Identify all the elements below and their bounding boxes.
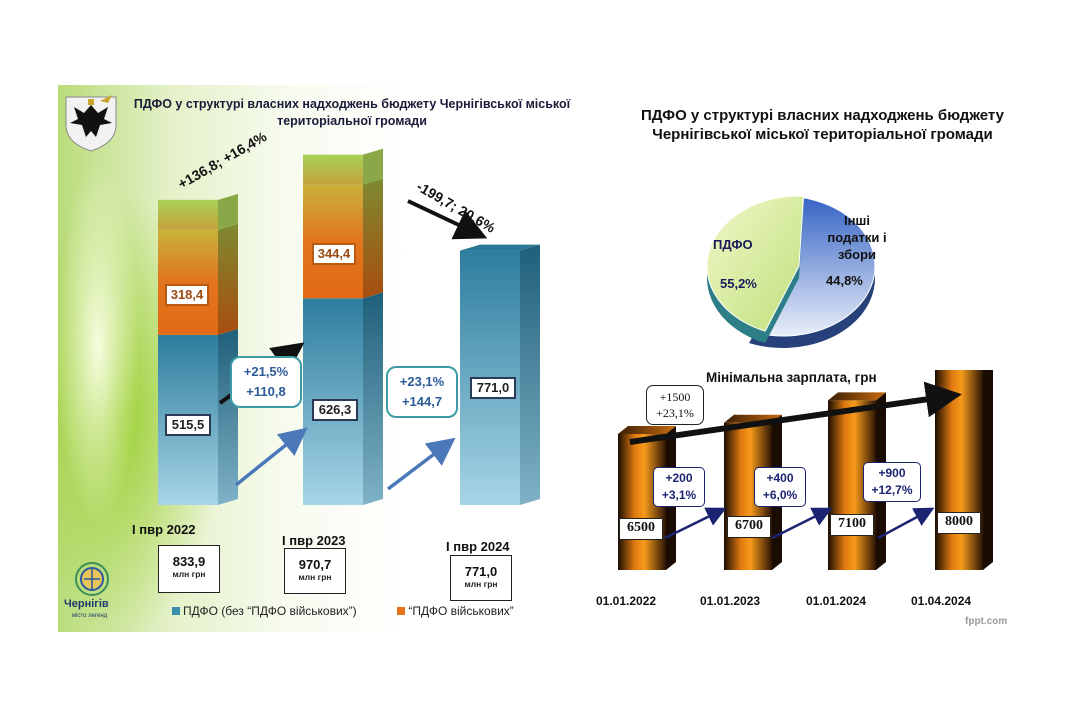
legend-item-military: “ПДФО військових” xyxy=(397,604,514,618)
min-wage-total-increase: +1500 +23,1% xyxy=(646,385,704,425)
coat-of-arms-icon xyxy=(65,95,117,152)
wage-increase-1: +200 +3,1% xyxy=(653,467,705,507)
legend-swatch-base xyxy=(172,607,180,615)
bar-military-1 xyxy=(303,184,363,299)
bar-base-side-0 xyxy=(218,328,238,505)
wage-bar-side-3 xyxy=(983,370,993,570)
bar-cap-1 xyxy=(303,154,363,185)
total-box-2023: 970,7 млн грн xyxy=(284,548,346,594)
period-label-2023: І пвр 2023 xyxy=(282,533,346,548)
wage-bar-top-2 xyxy=(828,392,886,401)
pie-label-ndfl: ПДФО xyxy=(713,237,753,252)
bar-cap-side-1 xyxy=(363,148,383,185)
wage-value-2024-apr: 8000 xyxy=(937,512,981,534)
bar-military-0 xyxy=(158,229,218,335)
bar-cap-0 xyxy=(158,199,218,230)
wage-value-2023: 6700 xyxy=(727,516,771,538)
date-label-2: 01.01.2023 xyxy=(700,594,761,608)
right-chart-title: ПДФО у структурі власних надходжень бюдж… xyxy=(641,107,1004,143)
min-wage-title: Мінімальна зарплата, грн xyxy=(706,370,877,385)
bar-base-side-2 xyxy=(520,244,540,505)
wage-increase-3: +900 +12,7% xyxy=(863,462,921,502)
growth-box-2023: +21,5% +110,8 xyxy=(230,356,302,408)
left-chart-title: ПДФО у структурі власних надходжень бюдж… xyxy=(133,97,571,128)
bar-military-side-0 xyxy=(218,223,238,335)
date-label-1: 01.01.2022 xyxy=(596,594,657,608)
wage-bar-top-0 xyxy=(618,426,676,434)
wage-arrow-2 xyxy=(771,507,833,540)
watermark: fppt.com xyxy=(965,616,1008,627)
period-label-2022: І пвр 2022 xyxy=(132,522,196,537)
city-logo-icon xyxy=(75,562,109,596)
min-wage-trend-arrow xyxy=(629,381,962,445)
wage-increase-2: +400 +6,0% xyxy=(754,467,806,507)
pie-value-other: 44,8% xyxy=(826,273,863,288)
period-label-2024: І пвр 2024 xyxy=(446,539,510,554)
base-value-2022: 515,5 xyxy=(165,414,211,436)
military-value-2022: 318,4 xyxy=(165,284,209,306)
total-box-2024: 771,0 млн грн xyxy=(450,555,512,601)
growth-box-2024: +23,1% +144,7 xyxy=(386,366,458,418)
pie-slice-1 xyxy=(706,195,805,332)
bar-base-side-1 xyxy=(363,292,383,505)
pie-value-ndfl: 55,2% xyxy=(720,276,757,291)
date-label-4: 01.04.2024 xyxy=(911,594,972,608)
military-value-2023: 344,4 xyxy=(312,243,356,265)
bar-cap-side-0 xyxy=(218,193,238,230)
wage-arrow-1 xyxy=(664,507,727,540)
city-logo-text: Чернігів xyxy=(64,598,109,610)
wage-arrow-3 xyxy=(877,507,935,540)
bar-military-side-1 xyxy=(363,178,383,299)
base-value-2023: 626,3 xyxy=(312,399,358,421)
decrease-arrow xyxy=(407,199,488,240)
date-label-3: 01.01.2024 xyxy=(806,594,867,608)
bar-top-2 xyxy=(460,244,540,251)
legend: ПДФО (без “ПДФО військових”) “ПДФО війсь… xyxy=(172,604,514,618)
legend-item-base: ПДФО (без “ПДФО військових”) xyxy=(172,604,357,618)
ndfl-stacked-bar-chart xyxy=(158,148,540,505)
city-logo-subtext: місто легенд xyxy=(72,613,108,619)
growth-arrow-1 xyxy=(234,427,308,487)
wage-value-2024-jan: 7100 xyxy=(830,514,874,536)
growth-arrow-2 xyxy=(386,437,456,491)
base-value-2024: 771,0 xyxy=(470,377,516,399)
total-box-2022: 833,9 млн грн xyxy=(158,545,220,593)
wage-value-2022: 6500 xyxy=(619,518,663,540)
pie-label-other: Інші податки і збори xyxy=(827,213,887,262)
ndfl-pie-chart xyxy=(706,195,876,348)
legend-swatch-military xyxy=(397,607,406,615)
